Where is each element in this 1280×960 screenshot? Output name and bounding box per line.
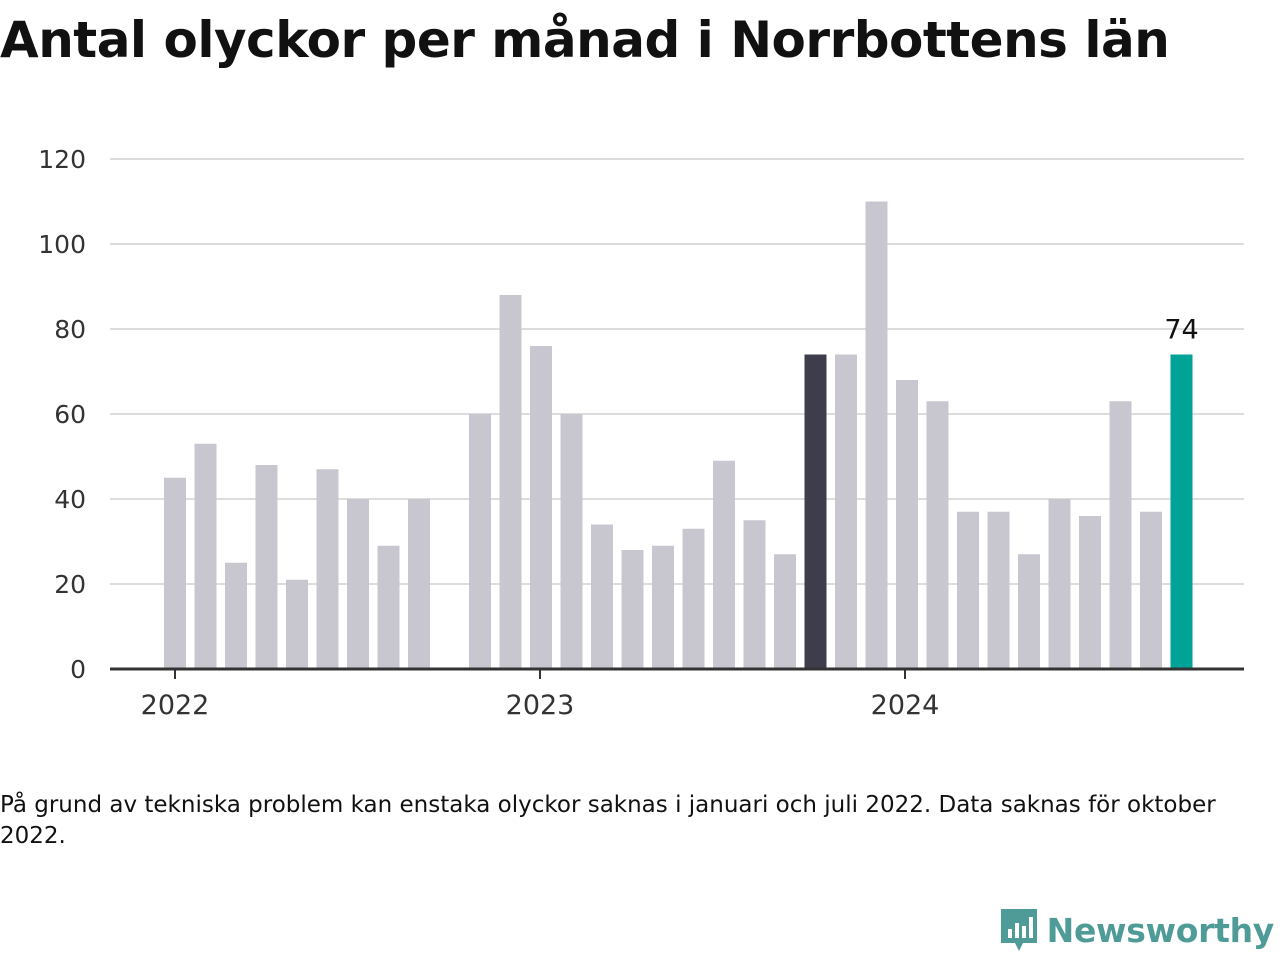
bar (225, 562, 247, 669)
y-tick-label: 80 (54, 315, 86, 344)
bar (530, 346, 552, 669)
y-tick-label: 20 (54, 570, 86, 599)
bar (743, 520, 766, 669)
bar-chart: 0 20 40 60 80 100 120 2022 2023 2024 74 (38, 145, 1244, 721)
x-axis-ticks: 2022 2023 2024 (141, 669, 940, 721)
bar (286, 579, 308, 669)
chart-title: Antal olyckor per månad i Norrbottens lä… (0, 11, 1170, 69)
bar (377, 545, 400, 669)
grid-lines (110, 158, 1244, 585)
bar-chart-badge-icon (1000, 909, 1037, 951)
bar (255, 465, 278, 669)
bar-comparison (804, 354, 827, 669)
footnote: På grund av tekniska problem kan enstaka… (0, 792, 1216, 849)
bar (865, 201, 888, 669)
bar (316, 469, 339, 669)
bar (987, 511, 1010, 669)
x-tick-label: 2023 (506, 690, 575, 721)
x-tick-label: 2022 (141, 690, 210, 721)
bar (621, 550, 644, 669)
y-axis-ticks: 0 20 40 60 80 100 120 (38, 145, 86, 684)
bar (713, 460, 735, 669)
y-tick-label: 120 (38, 145, 86, 174)
y-tick-label: 60 (54, 400, 86, 429)
bar (957, 511, 979, 669)
brand-name: Newsworthy (1046, 910, 1275, 950)
bar (1109, 401, 1132, 669)
bar (1079, 516, 1101, 669)
y-tick-label: 0 (70, 655, 86, 684)
y-tick-label: 40 (54, 485, 86, 514)
bar (408, 499, 430, 669)
bar (774, 554, 796, 669)
bar (682, 528, 705, 669)
bar (469, 414, 491, 669)
bar (347, 499, 369, 669)
bar (926, 401, 949, 669)
data-labels: 74 (1164, 315, 1198, 346)
bars (164, 201, 1193, 669)
bar (560, 414, 583, 669)
bar (1140, 511, 1162, 669)
brand-logo[interactable]: Newsworthy (999, 906, 1274, 954)
bar (652, 545, 674, 669)
bar (835, 354, 857, 669)
x-tick-label: 2024 (871, 690, 940, 721)
bar-latest (1170, 354, 1193, 669)
bar (896, 380, 918, 669)
bar (499, 295, 522, 669)
bar (1048, 499, 1071, 669)
bar (164, 477, 186, 669)
latest-value-label: 74 (1164, 315, 1198, 346)
y-tick-label: 100 (38, 230, 86, 259)
bar (1018, 554, 1040, 669)
bar (591, 524, 613, 669)
bar (194, 443, 217, 669)
